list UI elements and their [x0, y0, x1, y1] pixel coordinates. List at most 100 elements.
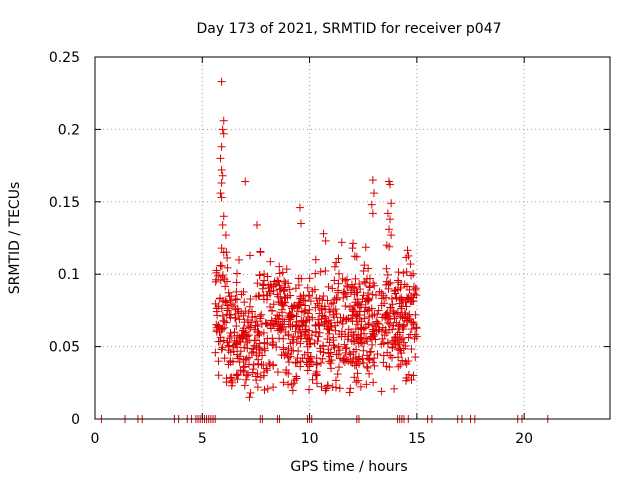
data-point: [233, 375, 242, 384]
data-point: [403, 246, 412, 255]
data-point: [386, 215, 395, 224]
data-point: [385, 242, 394, 251]
data-point: [321, 386, 330, 395]
data-point: [246, 323, 255, 332]
data-point: [246, 295, 255, 304]
data-point: [294, 281, 303, 290]
data-point: [381, 313, 390, 322]
data-point: [388, 343, 397, 352]
data-point: [403, 295, 412, 304]
data-point: [216, 261, 225, 270]
data-point: [364, 264, 373, 273]
data-point: [319, 348, 328, 357]
data-point: [323, 296, 332, 305]
data-point: [312, 367, 321, 376]
data-point: [352, 252, 361, 261]
data-point: [393, 308, 402, 317]
data-point: [253, 220, 262, 229]
data-point: [396, 283, 405, 292]
data-point: [228, 300, 237, 309]
data-point: [359, 358, 368, 367]
data-point: [386, 180, 395, 189]
data-point: [239, 355, 248, 364]
data-point: [246, 388, 255, 397]
data-point: [216, 154, 225, 163]
data-point: [330, 276, 339, 285]
data-point: [345, 388, 354, 397]
data-point: [239, 363, 248, 372]
data-point: [323, 335, 332, 344]
data-point: [297, 307, 306, 316]
data-point: [402, 302, 411, 311]
data-point: [327, 364, 336, 373]
data-point: [401, 341, 410, 350]
data-point: [365, 283, 374, 292]
data-point: [315, 301, 324, 310]
x-tick-label: 0: [91, 431, 100, 447]
data-point: [229, 347, 238, 356]
data-point: [346, 357, 355, 366]
data-point: [334, 279, 343, 288]
data-point: [371, 291, 380, 300]
data-point: [336, 313, 345, 322]
data-point: [267, 324, 276, 333]
data-point: [273, 368, 282, 377]
data-point: [401, 357, 410, 366]
data-point: [245, 302, 254, 311]
data-point: [383, 338, 392, 347]
data-point: [384, 284, 393, 293]
data-point: [347, 337, 356, 346]
data-point: [219, 129, 228, 138]
data-point: [284, 358, 293, 367]
data-point: [387, 231, 396, 240]
data-point: [280, 277, 289, 286]
data-point: [363, 363, 372, 372]
data-point: [402, 373, 411, 382]
data-point: [279, 323, 288, 332]
data-point: [334, 342, 343, 351]
plot-frame: [94, 56, 611, 420]
data-point: [278, 268, 287, 277]
data-point: [217, 142, 226, 151]
data-point: [328, 284, 337, 293]
data-point: [331, 376, 340, 385]
data-point: [227, 376, 236, 385]
data-point: [330, 343, 339, 352]
data-point: [255, 345, 264, 354]
data-point: [346, 303, 355, 312]
data-point: [364, 289, 373, 298]
data-point: [346, 350, 355, 359]
data-point: [350, 252, 359, 261]
data-point: [313, 299, 322, 308]
y-axis-tick-labels: 0 0.05 0.1 0.15 0.2 0.25: [49, 50, 80, 428]
data-point: [326, 318, 335, 327]
data-point: [333, 370, 342, 379]
data-point: [254, 360, 263, 369]
y-axis-label: SRMTID / TECUs: [7, 182, 23, 295]
x-tick-label: 15: [408, 431, 426, 447]
data-point: [382, 293, 391, 302]
data-point: [370, 361, 379, 370]
data-point: [263, 366, 272, 375]
data-point: [275, 281, 284, 290]
data-point: [259, 328, 268, 337]
data-point: [228, 357, 237, 366]
data-point: [217, 165, 226, 174]
data-point: [378, 323, 387, 332]
data-point: [304, 333, 313, 342]
data-point: [244, 370, 253, 379]
data-point: [217, 193, 226, 202]
data-point: [387, 199, 396, 208]
data-point: [254, 327, 263, 336]
data-point: [223, 263, 232, 272]
data-point: [311, 321, 320, 330]
data-point: [340, 340, 349, 349]
data-point: [267, 306, 276, 315]
data-point: [224, 360, 233, 369]
data-point: [331, 321, 340, 330]
data-point: [319, 292, 328, 301]
data-point: [392, 309, 401, 318]
data-point: [312, 354, 321, 363]
data-point: [320, 320, 329, 329]
data-point: [295, 203, 304, 212]
